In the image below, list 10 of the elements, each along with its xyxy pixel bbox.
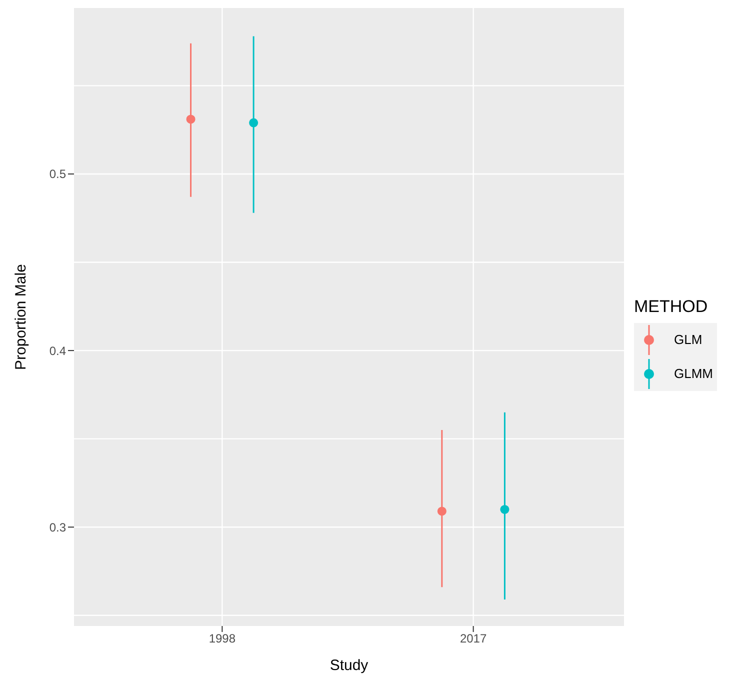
x-tick-label: 2017	[460, 632, 487, 646]
legend-label: GLMM	[674, 366, 713, 381]
legend-title: METHOD	[634, 296, 709, 316]
y-axis-title: Proportion Male	[12, 264, 30, 370]
x-tick-label: 1998	[208, 632, 236, 646]
y-tick-label: 0.5	[49, 167, 66, 182]
y-tick-label: 0.4	[49, 344, 66, 358]
x-axis-title: Study	[330, 657, 369, 674]
y-tick-label: 0.3	[49, 520, 66, 534]
legend-label: GLM	[674, 332, 702, 347]
